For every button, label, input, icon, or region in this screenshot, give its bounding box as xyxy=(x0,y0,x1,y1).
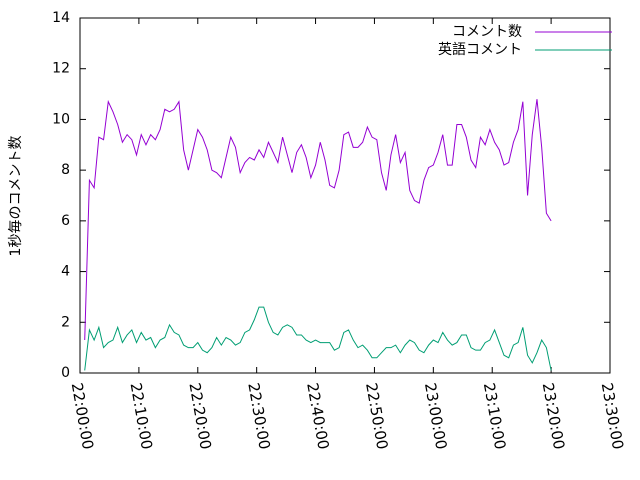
series-line xyxy=(84,306,552,371)
x-tick-label: 22:40:00 xyxy=(303,381,332,450)
y-tick-label: 14 xyxy=(52,10,70,26)
y-tick-label: 2 xyxy=(61,314,70,330)
y-tick-label: 0 xyxy=(61,365,70,381)
x-tick-label: 23:20:00 xyxy=(539,381,568,450)
x-tick-label: 22:50:00 xyxy=(362,381,391,450)
x-tick-label: 22:20:00 xyxy=(185,381,214,450)
y-tick-label: 8 xyxy=(61,162,70,178)
x-tick-label: 22:30:00 xyxy=(244,381,273,450)
x-tick-label: 23:00:00 xyxy=(421,381,450,450)
x-tick-label: 22:10:00 xyxy=(127,381,156,450)
legend-label: コメント数 xyxy=(452,24,522,40)
plot-frame xyxy=(79,17,611,374)
y-tick-label: 10 xyxy=(52,111,70,127)
x-tick-label: 23:30:00 xyxy=(598,381,627,450)
y-axis-label: 1秒毎のコメント数 xyxy=(8,136,24,257)
series-line xyxy=(84,99,552,341)
x-tick-label: 23:10:00 xyxy=(480,381,509,450)
y-tick-label: 4 xyxy=(61,264,70,280)
y-tick-label: 12 xyxy=(52,61,70,77)
legend-label: 英語コメント xyxy=(438,41,522,58)
y-tick-label: 6 xyxy=(61,213,70,229)
x-tick-label: 22:00:00 xyxy=(68,381,97,450)
